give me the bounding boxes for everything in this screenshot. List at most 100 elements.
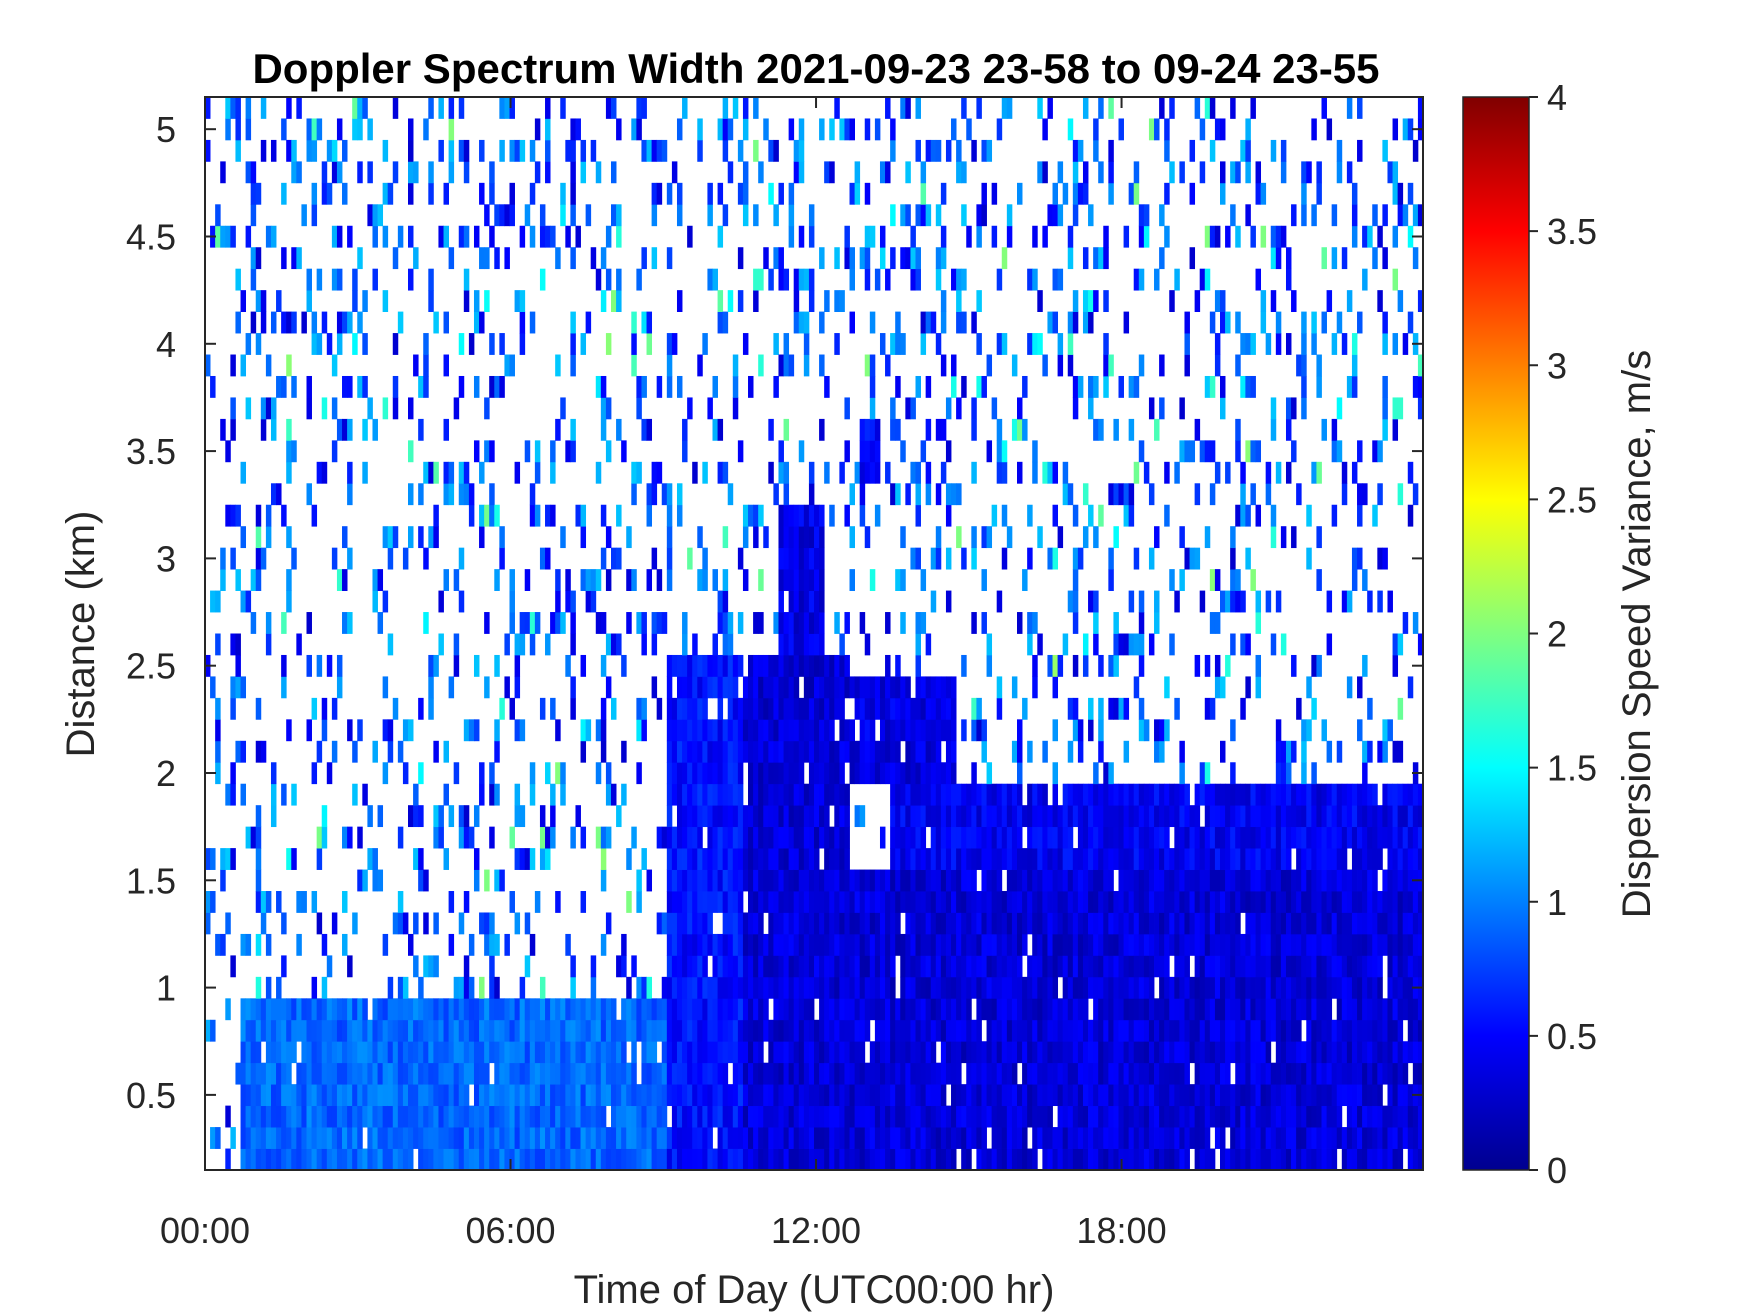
heatmap-cell: [1022, 998, 1028, 1021]
heatmap-cell: [595, 1148, 602, 1171]
heatmap-cell: [1225, 891, 1231, 913]
heatmap-cell: [595, 268, 602, 291]
heatmap-cell: [864, 891, 871, 913]
heatmap-cell: [966, 1105, 972, 1128]
heatmap-cell: [824, 719, 830, 742]
heatmap-cell: [311, 1019, 318, 1042]
heatmap-cell: [793, 869, 800, 892]
heatmap-cell: [717, 826, 724, 849]
heatmap-cell: [712, 1041, 718, 1064]
heatmap-cell: [595, 161, 602, 184]
heatmap-cell: [1108, 161, 1114, 184]
heatmap-cell: [270, 418, 277, 441]
heatmap-cell: [1133, 805, 1140, 828]
heatmap-cell: [504, 354, 510, 377]
heatmap-cell: [585, 719, 592, 742]
heatmap-cell: [235, 504, 241, 527]
heatmap-cell: [1082, 1127, 1089, 1149]
heatmap-cell: [1113, 891, 1119, 913]
heatmap-cell: [316, 1041, 323, 1064]
heatmap-cell: [433, 461, 439, 484]
heatmap-cell: [814, 719, 820, 742]
heatmap-cell: [260, 1019, 267, 1042]
heatmap-cell: [453, 1105, 460, 1128]
heatmap-cell: [920, 869, 927, 892]
heatmap-cell: [702, 654, 708, 677]
heatmap-cell: [839, 955, 845, 978]
heatmap-cell: [783, 654, 790, 677]
heatmap-cell: [890, 1084, 896, 1107]
heatmap-cell: [905, 676, 911, 699]
heatmap-cell: [753, 139, 759, 162]
heatmap-cell: [331, 697, 338, 720]
heatmap-cell: [697, 569, 703, 591]
heatmap-cell: [468, 483, 475, 506]
heatmap-cell: [890, 976, 896, 999]
heatmap-cell: [753, 1105, 759, 1128]
heatmap-cell: [1285, 826, 1292, 849]
heatmap-cell: [534, 1084, 541, 1107]
heatmap-cell: [550, 783, 556, 806]
heatmap-cell: [1275, 740, 1282, 763]
heatmap-cell: [758, 1105, 764, 1128]
heatmap-cell: [1169, 891, 1175, 913]
heatmap-cell: [803, 311, 810, 334]
heatmap-cell: [276, 976, 282, 999]
heatmap-cell: [1270, 397, 1277, 420]
heatmap-cell: [1214, 290, 1221, 312]
heatmap-cell: [890, 697, 896, 720]
heatmap-cell: [798, 118, 805, 141]
heatmap-cell: [687, 225, 693, 248]
heatmap-cell: [402, 1062, 409, 1085]
heatmap-cell: [570, 697, 576, 720]
heatmap-cell: [1123, 976, 1130, 999]
heatmap-cell: [808, 633, 815, 656]
heatmap-cell: [1164, 869, 1170, 892]
heatmap-cell: [849, 118, 855, 141]
heatmap-cell: [1225, 1084, 1231, 1107]
heatmap-cell: [788, 1105, 795, 1128]
heatmap-cell: [1037, 1019, 1043, 1042]
heatmap-cell: [803, 1148, 810, 1171]
heatmap-cell: [798, 697, 805, 720]
heatmap-cell: [463, 891, 470, 913]
heatmap-cell: [885, 912, 891, 935]
heatmap-cell: [1011, 869, 1018, 892]
heatmap-cell: [849, 762, 855, 785]
heatmap-cell: [301, 891, 307, 913]
heatmap-cell: [621, 440, 627, 463]
heatmap-cell: [382, 1062, 389, 1085]
heatmap-cell: [758, 762, 764, 785]
heatmap-cell: [819, 504, 825, 527]
heatmap-cell: [555, 418, 561, 441]
heatmap-cell: [240, 461, 247, 484]
heatmap-cell: [519, 848, 526, 870]
heatmap-cell: [230, 418, 236, 441]
heatmap-cell: [296, 998, 302, 1021]
heatmap-cell: [646, 1148, 653, 1171]
heatmap-cell: [336, 1105, 343, 1128]
heatmap-cell: [900, 891, 906, 913]
heatmap-cell: [590, 590, 597, 613]
heatmap-cell: [321, 182, 328, 205]
heatmap-cell: [829, 676, 835, 699]
heatmap-cell: [935, 676, 942, 699]
heatmap-cell: [1103, 333, 1109, 355]
heatmap-cell: [250, 569, 257, 591]
heatmap-cell: [702, 783, 708, 806]
heatmap-cell: [824, 955, 830, 978]
heatmap-cell: [580, 654, 587, 677]
heatmap-cell: [641, 976, 647, 999]
heatmap-cell: [499, 526, 505, 549]
heatmap-cell: [778, 526, 784, 549]
heatmap-cell: [1311, 1084, 1317, 1107]
heatmap-cell: [1108, 697, 1114, 720]
heatmap-cell: [1164, 1127, 1170, 1149]
heatmap-cell: [1093, 1105, 1099, 1128]
heatmap-cell: [1011, 955, 1018, 978]
heatmap-cell: [1027, 1019, 1033, 1042]
heatmap-cell: [803, 1127, 810, 1149]
heatmap-cell: [1275, 1105, 1282, 1128]
heatmap-cell: [1138, 719, 1145, 742]
heatmap-cell: [996, 933, 1003, 956]
